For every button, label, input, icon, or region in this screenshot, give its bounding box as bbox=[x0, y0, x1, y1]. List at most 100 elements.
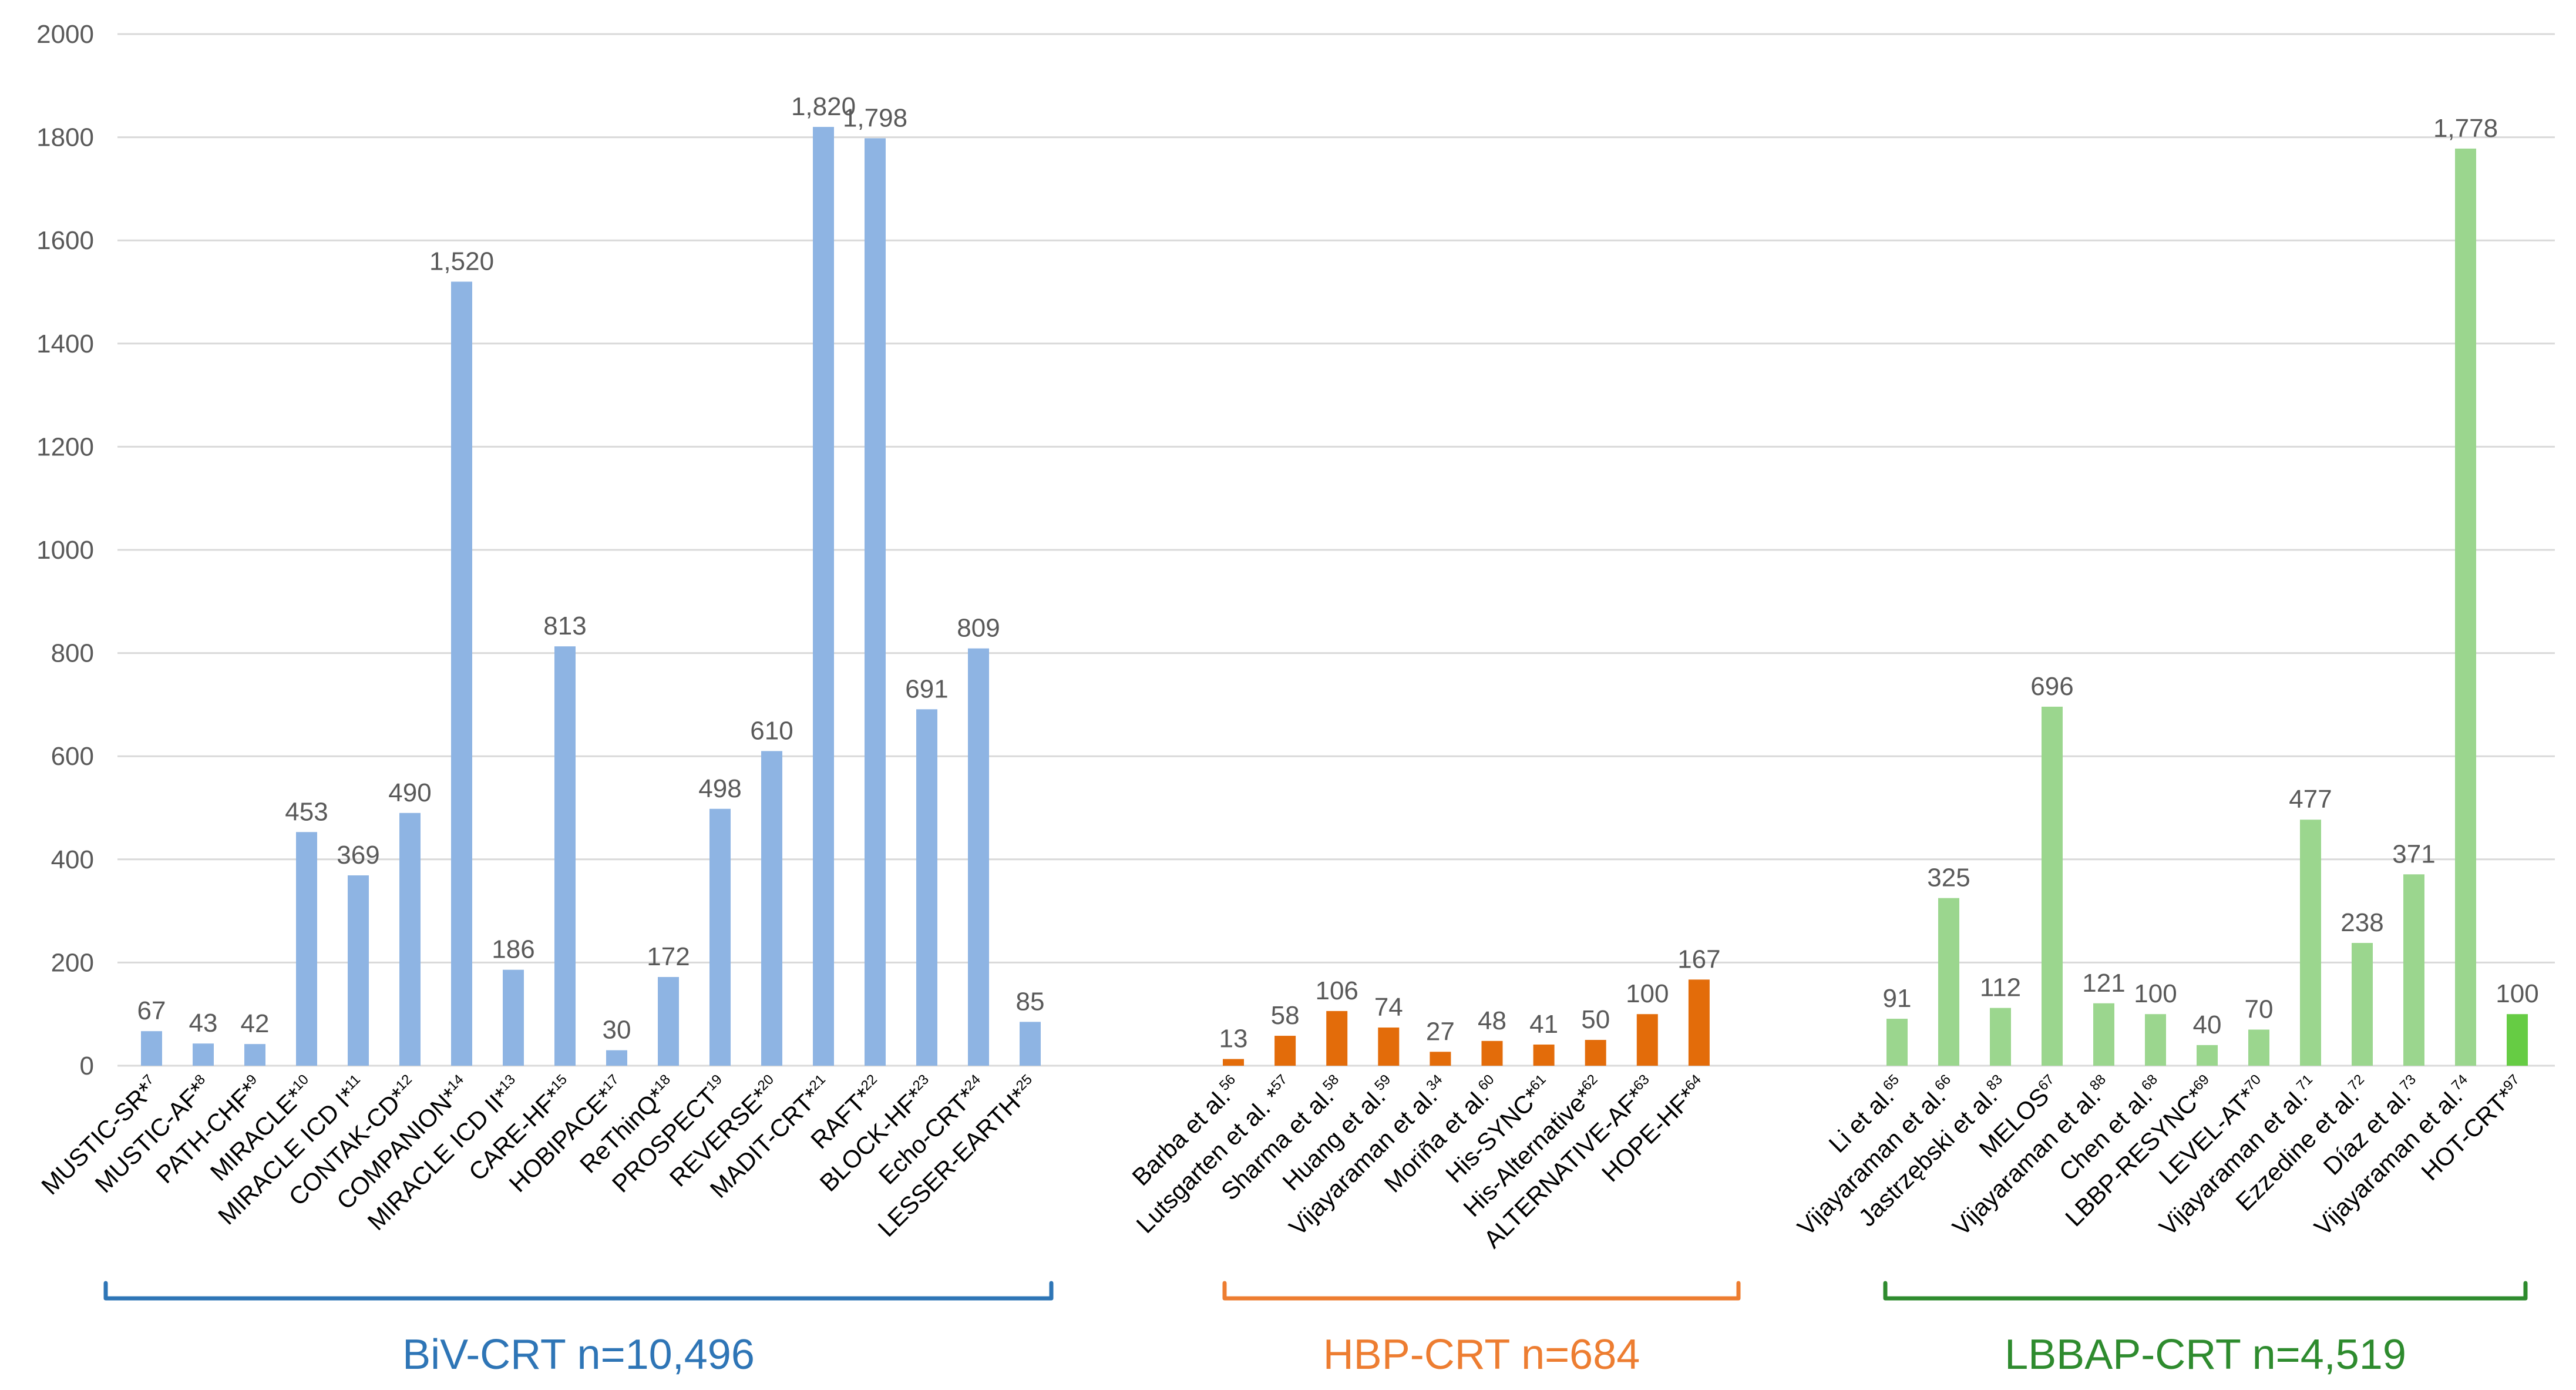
bar-melos-67 bbox=[2042, 706, 2063, 1066]
data-label-mustic-af-8: 43 bbox=[189, 1009, 218, 1038]
y-tick-label-1000: 1000 bbox=[36, 536, 94, 565]
bar-li-et-al-65 bbox=[1886, 1019, 1908, 1066]
bar-jastrzebski-et-al-83 bbox=[1990, 1008, 2011, 1066]
bar-care-hf-15 bbox=[554, 646, 576, 1066]
y-tick-label-600: 600 bbox=[51, 742, 94, 771]
bar-ezzedine-et-al-72 bbox=[2352, 943, 2373, 1066]
data-label-mustic-sr-7: 67 bbox=[137, 996, 166, 1025]
data-label-vijayaraman-et-al-74: 1,778 bbox=[2433, 114, 2498, 143]
group-label-hbp: HBP-CRT n=684 bbox=[1323, 1331, 1640, 1378]
data-label-madit-crt-21: 1,820 bbox=[791, 92, 856, 121]
data-label-companion-14: 1,520 bbox=[429, 247, 494, 276]
data-label-jastrzebski-et-al-83: 112 bbox=[1980, 973, 2021, 1002]
bar-block-hf-23 bbox=[916, 709, 937, 1066]
bar-miracle-icd-i-11 bbox=[348, 875, 369, 1066]
data-label-morina-et-al-60: 48 bbox=[1478, 1006, 1506, 1035]
data-label-lbbp-resync-69: 40 bbox=[2193, 1010, 2222, 1039]
data-label-rethinq-18: 172 bbox=[647, 942, 690, 971]
data-label-prospect-19: 498 bbox=[698, 774, 741, 803]
data-label-chen-et-al-68: 100 bbox=[2134, 979, 2177, 1008]
group-label-lbbap: LBBAP-CRT n=4,519 bbox=[2005, 1331, 2406, 1378]
group-brackets: BiV-CRT n=10,496 HBP-CRT n=684 LBBAP-CRT n… bbox=[103, 1281, 2528, 1378]
bars bbox=[141, 127, 2528, 1066]
data-label-vijayaraman-et-al-66: 325 bbox=[1927, 864, 1970, 892]
y-tick-label-1600: 1600 bbox=[36, 226, 94, 255]
bar-hot-crt-97 bbox=[2507, 1014, 2528, 1066]
y-tick-label-1400: 1400 bbox=[36, 330, 94, 358]
bar-alternative-af-63 bbox=[1636, 1014, 1658, 1066]
bar-his-alternative-62 bbox=[1585, 1040, 1606, 1066]
data-label-path-chf-9: 42 bbox=[241, 1009, 270, 1038]
data-label-diaz-et-al-73: 371 bbox=[2392, 840, 2435, 868]
bar-raft-22 bbox=[865, 138, 886, 1066]
data-label-vijayaraman-et-al-34: 27 bbox=[1426, 1017, 1455, 1046]
data-label-alternative-af-63: 100 bbox=[1626, 979, 1669, 1008]
bar-vijayaraman-et-al-71 bbox=[2300, 820, 2321, 1066]
y-tick-label-1800: 1800 bbox=[36, 123, 94, 152]
bar-hobipace-17 bbox=[606, 1050, 627, 1066]
bar-vijayaraman-et-al-74 bbox=[2455, 148, 2476, 1066]
data-label-ezzedine-et-al-72: 238 bbox=[2340, 908, 2383, 937]
data-label-vijayaraman-et-al-71: 477 bbox=[2289, 785, 2332, 814]
bar-vijayaraman-et-al-66 bbox=[1938, 898, 1959, 1066]
data-label-hope-hf-64: 167 bbox=[1677, 945, 1720, 973]
bar-huang-et-al-59 bbox=[1378, 1028, 1400, 1066]
data-label-hobipace-17: 30 bbox=[603, 1016, 631, 1045]
bracket-biv bbox=[103, 1281, 1054, 1301]
data-label-hot-crt-97: 100 bbox=[2496, 979, 2538, 1008]
bar-miracle-10 bbox=[296, 832, 317, 1066]
bar-lesser-earth-25 bbox=[1020, 1022, 1041, 1066]
data-label-contak-cd-12: 490 bbox=[388, 778, 431, 807]
y-tick-label-200: 200 bbox=[51, 948, 94, 977]
bar-rethinq-18 bbox=[658, 976, 679, 1066]
data-label-block-hf-23: 691 bbox=[905, 674, 948, 703]
data-label-li-et-al-65: 91 bbox=[1883, 984, 1912, 1013]
bracket-lbbap bbox=[1883, 1281, 2528, 1301]
bar-vijayaraman-et-al-88 bbox=[2093, 1003, 2114, 1066]
bar-morina-et-al-60 bbox=[1481, 1040, 1503, 1066]
bar-prospect-19 bbox=[709, 808, 731, 1066]
bar-path-chf-9 bbox=[244, 1044, 265, 1066]
x-axis-labels: MUSTIC-SR*7MUSTIC-AF*8PATH-CHF*9MIRACLE*… bbox=[36, 1072, 2523, 1253]
data-label-raft-22: 1,798 bbox=[843, 103, 907, 132]
bar-madit-crt-21 bbox=[813, 127, 834, 1066]
data-label-his-alternative-62: 50 bbox=[1581, 1005, 1610, 1034]
data-label-miracle-icd-ii-13: 186 bbox=[492, 935, 534, 964]
bar-vijayaraman-et-al-34 bbox=[1430, 1052, 1451, 1066]
bar-companion-14 bbox=[451, 281, 472, 1066]
data-label-barba-et-al-56: 13 bbox=[1219, 1025, 1248, 1053]
data-label-vijayaraman-et-al-88: 121 bbox=[2082, 969, 2125, 998]
bracket-hbp bbox=[1222, 1281, 1741, 1301]
y-tick-label-400: 400 bbox=[51, 845, 94, 874]
bar-mustic-af-8 bbox=[193, 1043, 214, 1066]
bar-lbbp-resync-69 bbox=[2197, 1045, 2218, 1066]
bar-mustic-sr-7 bbox=[141, 1031, 162, 1066]
data-labels: 67 43 42 453 369 490 1,520 186 813 30 172 498 610 1,8… bbox=[137, 92, 2539, 1053]
y-tick-label-1200: 1200 bbox=[36, 432, 94, 461]
y-tick-label-2000: 2000 bbox=[36, 20, 94, 49]
bar-chen-et-al-68 bbox=[2145, 1014, 2166, 1066]
group-label-biv: BiV-CRT n=10,496 bbox=[402, 1331, 755, 1378]
data-label-level-at-70: 70 bbox=[2245, 995, 2274, 1024]
y-axis-ticks: 0 200 400 600 800 1000 1200 1400 1600 1800 2000 bbox=[36, 20, 94, 1080]
bar-diaz-et-al-73 bbox=[2403, 874, 2424, 1066]
bar-contak-cd-12 bbox=[399, 812, 421, 1066]
bar-echo-crt-24 bbox=[968, 648, 989, 1066]
data-label-miracle-icd-i-11: 369 bbox=[337, 841, 379, 869]
data-label-reverse-20: 610 bbox=[750, 716, 793, 745]
bar-barba-et-al-56 bbox=[1223, 1059, 1244, 1066]
data-label-lesser-earth-25: 85 bbox=[1016, 987, 1045, 1016]
bar-miracle-icd-ii-13 bbox=[503, 969, 524, 1066]
gridlines bbox=[117, 33, 2555, 1067]
bar-sharma-et-al-58 bbox=[1326, 1010, 1348, 1066]
data-label-miracle-10: 453 bbox=[285, 797, 328, 826]
bar-reverse-20 bbox=[761, 751, 782, 1066]
data-label-echo-crt-24: 809 bbox=[957, 614, 1000, 643]
y-tick-label-0: 0 bbox=[80, 1052, 94, 1080]
data-label-his-sync-61: 41 bbox=[1529, 1010, 1558, 1039]
bar-hope-hf-64 bbox=[1688, 979, 1710, 1066]
data-label-huang-et-al-59: 74 bbox=[1374, 993, 1403, 1022]
y-tick-label-800: 800 bbox=[51, 639, 94, 668]
data-label-care-hf-15: 813 bbox=[543, 612, 586, 640]
